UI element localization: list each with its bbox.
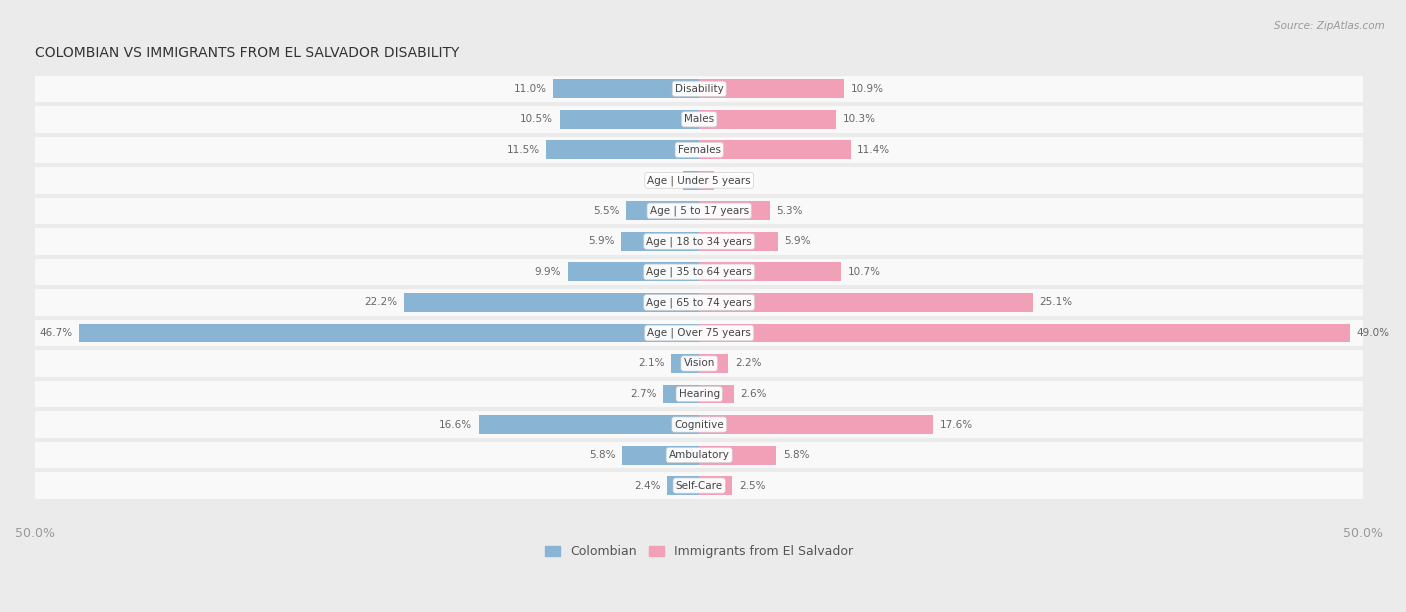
Bar: [35, 226, 1364, 256]
Text: 25.1%: 25.1%: [1039, 297, 1073, 307]
Text: 5.5%: 5.5%: [593, 206, 620, 216]
Bar: [35, 318, 1364, 348]
Bar: [35, 379, 1364, 409]
Bar: [623, 446, 699, 465]
Bar: [699, 415, 934, 434]
Bar: [35, 196, 1364, 226]
Text: 10.9%: 10.9%: [851, 84, 883, 94]
Legend: Colombian, Immigrants from El Salvador: Colombian, Immigrants from El Salvador: [540, 540, 858, 563]
Bar: [699, 171, 714, 190]
Bar: [699, 293, 1032, 312]
Text: 5.8%: 5.8%: [783, 450, 810, 460]
Bar: [35, 287, 1364, 318]
Bar: [478, 415, 699, 434]
Bar: [568, 263, 699, 282]
Text: 11.0%: 11.0%: [513, 84, 547, 94]
Text: 2.1%: 2.1%: [638, 359, 665, 368]
Text: Ambulatory: Ambulatory: [669, 450, 730, 460]
Bar: [35, 440, 1364, 470]
Bar: [560, 110, 699, 129]
Bar: [621, 232, 699, 251]
Text: 1.1%: 1.1%: [720, 176, 747, 185]
Text: Disability: Disability: [675, 84, 724, 94]
Bar: [35, 165, 1364, 196]
Text: Vision: Vision: [683, 359, 714, 368]
Text: 16.6%: 16.6%: [439, 420, 472, 430]
Text: 10.7%: 10.7%: [848, 267, 882, 277]
Bar: [668, 476, 699, 495]
Text: COLOMBIAN VS IMMIGRANTS FROM EL SALVADOR DISABILITY: COLOMBIAN VS IMMIGRANTS FROM EL SALVADOR…: [35, 46, 460, 59]
Bar: [699, 201, 769, 220]
Bar: [35, 104, 1364, 135]
Text: 10.3%: 10.3%: [842, 114, 876, 124]
Bar: [699, 476, 733, 495]
Bar: [405, 293, 699, 312]
Text: Age | 35 to 64 years: Age | 35 to 64 years: [647, 267, 752, 277]
Text: Age | 18 to 34 years: Age | 18 to 34 years: [647, 236, 752, 247]
Bar: [671, 354, 699, 373]
Bar: [699, 324, 1350, 343]
Bar: [35, 409, 1364, 440]
Text: 17.6%: 17.6%: [939, 420, 973, 430]
Text: Cognitive: Cognitive: [675, 420, 724, 430]
Bar: [699, 232, 778, 251]
Text: Males: Males: [685, 114, 714, 124]
Bar: [699, 384, 734, 403]
Text: 5.9%: 5.9%: [785, 236, 811, 247]
Bar: [35, 256, 1364, 287]
Bar: [699, 446, 776, 465]
Bar: [699, 140, 851, 159]
Text: Age | 5 to 17 years: Age | 5 to 17 years: [650, 206, 749, 216]
Text: Age | Under 5 years: Age | Under 5 years: [647, 175, 751, 185]
Text: 5.8%: 5.8%: [589, 450, 616, 460]
Text: Source: ZipAtlas.com: Source: ZipAtlas.com: [1274, 21, 1385, 31]
Bar: [699, 263, 841, 282]
Text: Females: Females: [678, 145, 721, 155]
Text: 1.2%: 1.2%: [650, 176, 676, 185]
Bar: [626, 201, 699, 220]
Text: Age | 65 to 74 years: Age | 65 to 74 years: [647, 297, 752, 308]
Bar: [79, 324, 699, 343]
Text: 2.2%: 2.2%: [735, 359, 762, 368]
Bar: [35, 348, 1364, 379]
Bar: [35, 73, 1364, 104]
Text: 2.5%: 2.5%: [740, 480, 766, 491]
Text: 9.9%: 9.9%: [534, 267, 561, 277]
Text: Hearing: Hearing: [679, 389, 720, 399]
Text: 2.7%: 2.7%: [630, 389, 657, 399]
Text: 22.2%: 22.2%: [364, 297, 398, 307]
Bar: [553, 80, 699, 99]
Bar: [699, 354, 728, 373]
Bar: [35, 135, 1364, 165]
Text: 5.3%: 5.3%: [776, 206, 803, 216]
Bar: [664, 384, 699, 403]
Text: 49.0%: 49.0%: [1357, 328, 1389, 338]
Text: 2.6%: 2.6%: [741, 389, 766, 399]
Bar: [35, 470, 1364, 501]
Bar: [547, 140, 699, 159]
Bar: [683, 171, 699, 190]
Text: Self-Care: Self-Care: [676, 480, 723, 491]
Bar: [699, 80, 844, 99]
Text: Age | Over 75 years: Age | Over 75 years: [647, 327, 751, 338]
Text: 46.7%: 46.7%: [39, 328, 72, 338]
Text: 2.4%: 2.4%: [634, 480, 661, 491]
Text: 11.5%: 11.5%: [506, 145, 540, 155]
Text: 5.9%: 5.9%: [588, 236, 614, 247]
Text: 10.5%: 10.5%: [520, 114, 553, 124]
Text: 11.4%: 11.4%: [858, 145, 890, 155]
Bar: [699, 110, 837, 129]
